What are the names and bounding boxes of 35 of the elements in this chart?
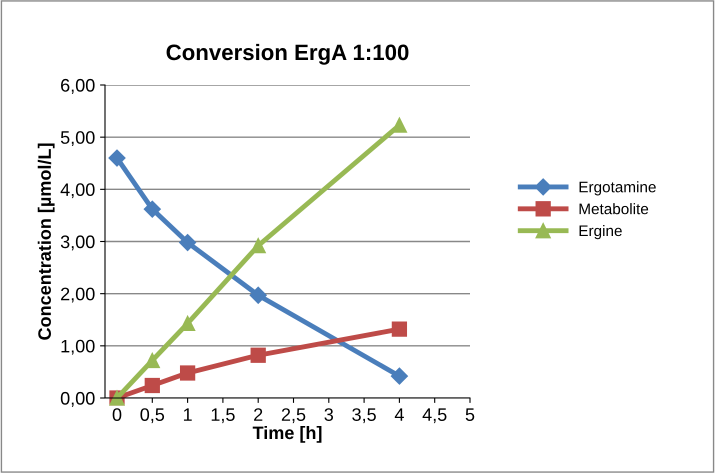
y-tick-label: 4,00 <box>60 183 95 198</box>
legend-label: Ergine <box>580 224 622 240</box>
x-axis-title: Time [h] <box>252 426 322 443</box>
x-tick-label: 4 <box>394 408 404 421</box>
y-tick-label: 3,00 <box>60 235 95 250</box>
y-tick-label: 5,00 <box>60 131 95 146</box>
x-tick-label: 1 <box>184 408 192 421</box>
y-tick-label: 1,00 <box>62 340 95 355</box>
y-tick-label: 0,00 <box>60 392 95 407</box>
x-tick-label: 0 <box>112 408 122 421</box>
legend-label: Metabolite <box>580 203 648 214</box>
x-tick-label: 3 <box>324 408 334 421</box>
point <box>250 286 267 304</box>
legend-label: Ergotamine <box>580 181 656 196</box>
y-tick-label: 2,00 <box>61 288 95 303</box>
point <box>250 348 266 363</box>
x-tick-label: 0,5 <box>140 408 164 424</box>
x-tick-label: 2 <box>254 408 262 421</box>
point <box>144 378 160 394</box>
y-tick-label: 6,00 <box>61 78 95 94</box>
chart-title: Conversion ErgA 1:100 <box>166 44 408 65</box>
x-tick-label: 1,5 <box>212 408 235 424</box>
point <box>250 238 266 254</box>
x-tick-label: 5 <box>466 408 474 421</box>
y-axis-title: Concentration [µmol/L] <box>38 144 55 340</box>
x-tick-label: 4,5 <box>422 408 446 424</box>
point <box>108 149 126 167</box>
point <box>144 352 160 368</box>
x-tick-label: 3,5 <box>352 408 376 424</box>
x-tick-label: 2,5 <box>282 408 306 424</box>
point <box>180 365 196 381</box>
point <box>392 322 408 337</box>
point <box>144 200 161 218</box>
point <box>179 234 196 252</box>
point <box>390 368 408 385</box>
